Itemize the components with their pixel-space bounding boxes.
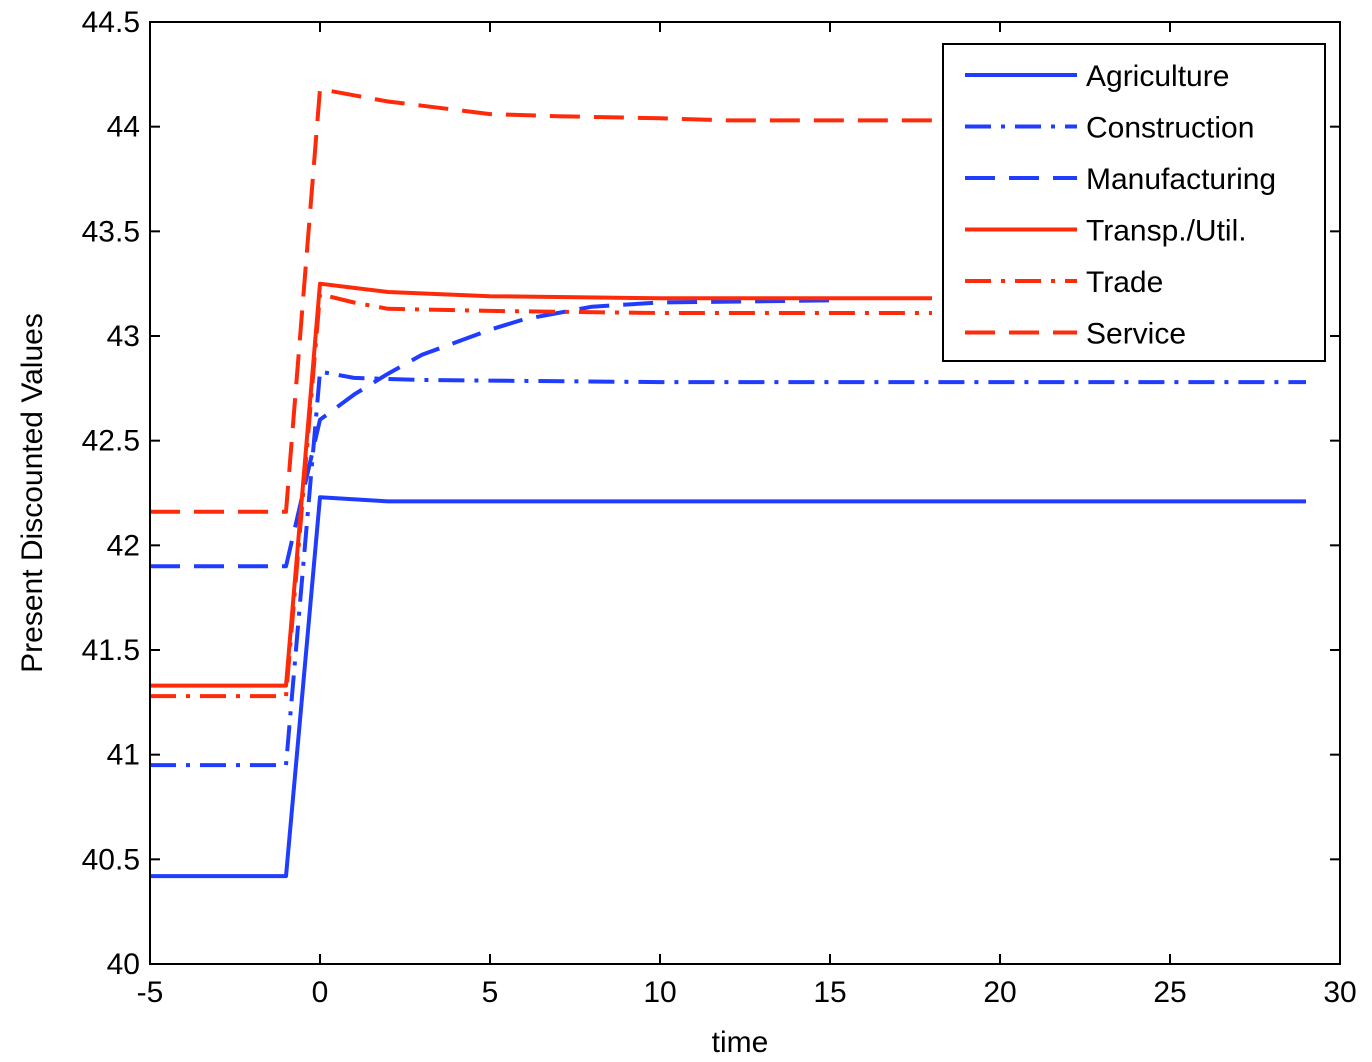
x-tick-label: 15 [813, 976, 846, 1009]
y-tick-label: 40 [107, 948, 140, 981]
x-tick-label: 10 [643, 976, 676, 1009]
legend-label-service: Service [1086, 318, 1186, 351]
y-tick-label: 40.5 [82, 843, 140, 876]
legend-entries: Agriculture Construction Manufacturing Tran… [965, 60, 1276, 351]
legend: Agriculture Construction Manufacturing Tran… [942, 43, 1326, 362]
series-line-manufacturing [150, 298, 831, 569]
ticks-layer [149, 21, 1341, 965]
y-tick-label: 41 [107, 739, 140, 772]
x-tick-label: 5 [482, 976, 499, 1009]
y-tick-label: 43 [107, 320, 140, 353]
series-layer [150, 87, 1306, 879]
plot-frame [149, 21, 1341, 965]
x-axis-label: time [712, 1026, 769, 1059]
y-tick-label: 44 [107, 111, 140, 144]
series-line-construction [150, 369, 1306, 768]
y-tick-label: 41.5 [82, 634, 140, 667]
x-tick-labels: -5 0 5 10 15 20 25 30 [137, 976, 1357, 1009]
legend-box [942, 43, 1326, 362]
legend-label-manufacturing: Manufacturing [1086, 163, 1276, 196]
x-tick-label: 25 [1153, 976, 1186, 1009]
legend-label-trade: Trade [1086, 266, 1163, 299]
legend-label-construction: Construction [1086, 112, 1254, 145]
series-line-trade [150, 292, 932, 699]
y-tick-label: 42 [107, 529, 140, 562]
legend-label-agriculture: Agriculture [1086, 60, 1229, 93]
x-tick-label: 20 [983, 976, 1016, 1009]
y-tick-label: 42.5 [82, 425, 140, 458]
x-tick-label: -5 [137, 976, 164, 1009]
x-tick-label: 30 [1323, 976, 1356, 1009]
y-tick-label: 44.5 [82, 6, 140, 39]
series-line-agriculture [150, 495, 1306, 879]
series-line-service [150, 87, 932, 514]
y-tick-labels: 40 40.5 41 41.5 42 42.5 43 43.5 44 44.5 [82, 6, 140, 981]
y-axis-label: Present Discounted Values [16, 313, 49, 673]
x-tick-label: 0 [312, 976, 329, 1009]
y-tick-label: 43.5 [82, 215, 140, 248]
legend-label-transp-util: Transp./Util. [1086, 215, 1247, 248]
